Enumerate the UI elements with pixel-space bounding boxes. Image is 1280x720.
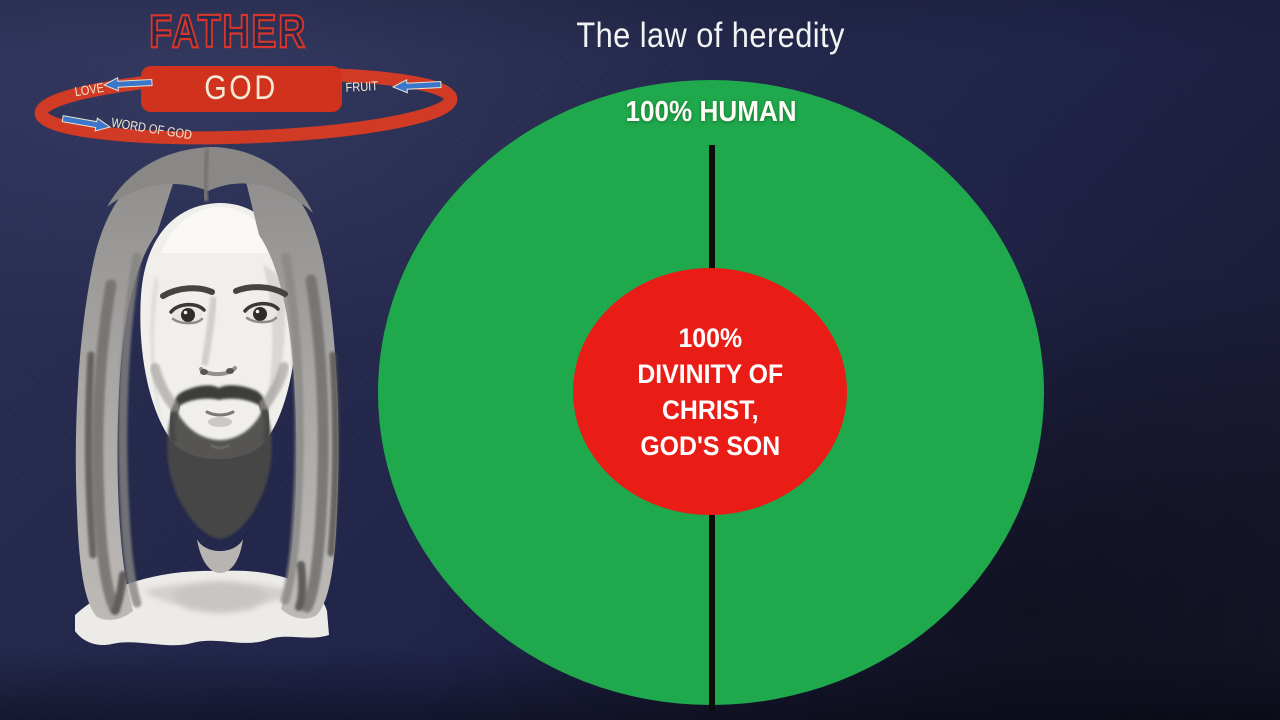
father-heading: FATHER <box>149 5 307 56</box>
outer-label-wrap: 100% HUMAN <box>378 96 1044 129</box>
human-label: 100% HUMAN <box>625 96 797 128</box>
divinity-label-line: CHRIST, <box>661 394 759 425</box>
slide-title: The law of heredity <box>576 16 846 55</box>
fruit-label: FRUIT <box>345 78 379 95</box>
god-box <box>141 66 342 112</box>
divinity-label-line: DIVINITY OF <box>637 358 783 389</box>
divinity-inner-circle: 100% DIVINITY OF CHRIST, GOD'S SON <box>573 268 847 515</box>
jesus-watercolor-portrait <box>75 147 339 646</box>
father-god-diagram: FATHER GOD LOVE FRUIT WORD OF GOD <box>34 4 458 145</box>
divinity-label: 100% DIVINITY OF CHRIST, GOD'S SON <box>637 320 783 464</box>
slide-title-wrap: The law of heredity <box>378 16 1044 56</box>
divinity-label-line: 100% <box>678 322 742 353</box>
love-label: LOVE <box>74 80 105 100</box>
divinity-label-line: GOD'S SON <box>640 430 780 461</box>
god-label: GOD <box>204 68 277 107</box>
